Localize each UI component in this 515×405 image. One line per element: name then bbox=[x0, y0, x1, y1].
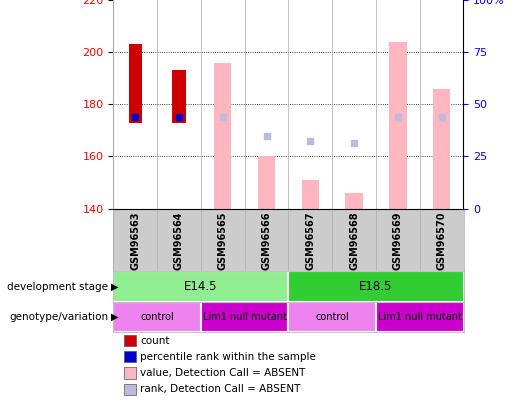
Text: Lim1 null mutant: Lim1 null mutant bbox=[378, 312, 461, 322]
Text: GSM96567: GSM96567 bbox=[305, 212, 315, 270]
Text: GSM96563: GSM96563 bbox=[130, 212, 140, 270]
Text: value, Detection Call = ABSENT: value, Detection Call = ABSENT bbox=[140, 368, 305, 378]
Bar bbox=[113, 302, 201, 332]
Text: ▶: ▶ bbox=[111, 281, 118, 292]
Bar bbox=[389, 42, 406, 209]
Text: development stage: development stage bbox=[7, 281, 108, 292]
Text: Lim1 null mutant: Lim1 null mutant bbox=[203, 312, 286, 322]
Text: rank, Detection Call = ABSENT: rank, Detection Call = ABSENT bbox=[140, 384, 300, 394]
Bar bbox=[301, 180, 319, 209]
Text: E18.5: E18.5 bbox=[359, 280, 392, 293]
Bar bbox=[214, 62, 231, 209]
Text: GSM96566: GSM96566 bbox=[262, 212, 271, 270]
Text: ▶: ▶ bbox=[111, 312, 118, 322]
Text: control: control bbox=[140, 312, 174, 322]
Bar bbox=[113, 271, 288, 302]
Bar bbox=[173, 70, 185, 123]
Bar bbox=[288, 302, 376, 332]
Text: GSM96569: GSM96569 bbox=[393, 212, 403, 270]
Bar bbox=[433, 89, 450, 209]
Text: percentile rank within the sample: percentile rank within the sample bbox=[140, 352, 316, 362]
Bar bbox=[258, 156, 275, 209]
Bar bbox=[345, 193, 363, 209]
Text: GSM96568: GSM96568 bbox=[349, 212, 359, 271]
Text: E14.5: E14.5 bbox=[184, 280, 218, 293]
Text: GSM96565: GSM96565 bbox=[218, 212, 228, 270]
Bar bbox=[201, 302, 288, 332]
Text: GSM96570: GSM96570 bbox=[437, 212, 447, 270]
Text: control: control bbox=[315, 312, 349, 322]
Text: genotype/variation: genotype/variation bbox=[9, 312, 108, 322]
Bar bbox=[288, 271, 464, 302]
Bar bbox=[129, 44, 142, 123]
Bar bbox=[376, 302, 464, 332]
Text: GSM96564: GSM96564 bbox=[174, 212, 184, 270]
Text: count: count bbox=[140, 336, 169, 345]
